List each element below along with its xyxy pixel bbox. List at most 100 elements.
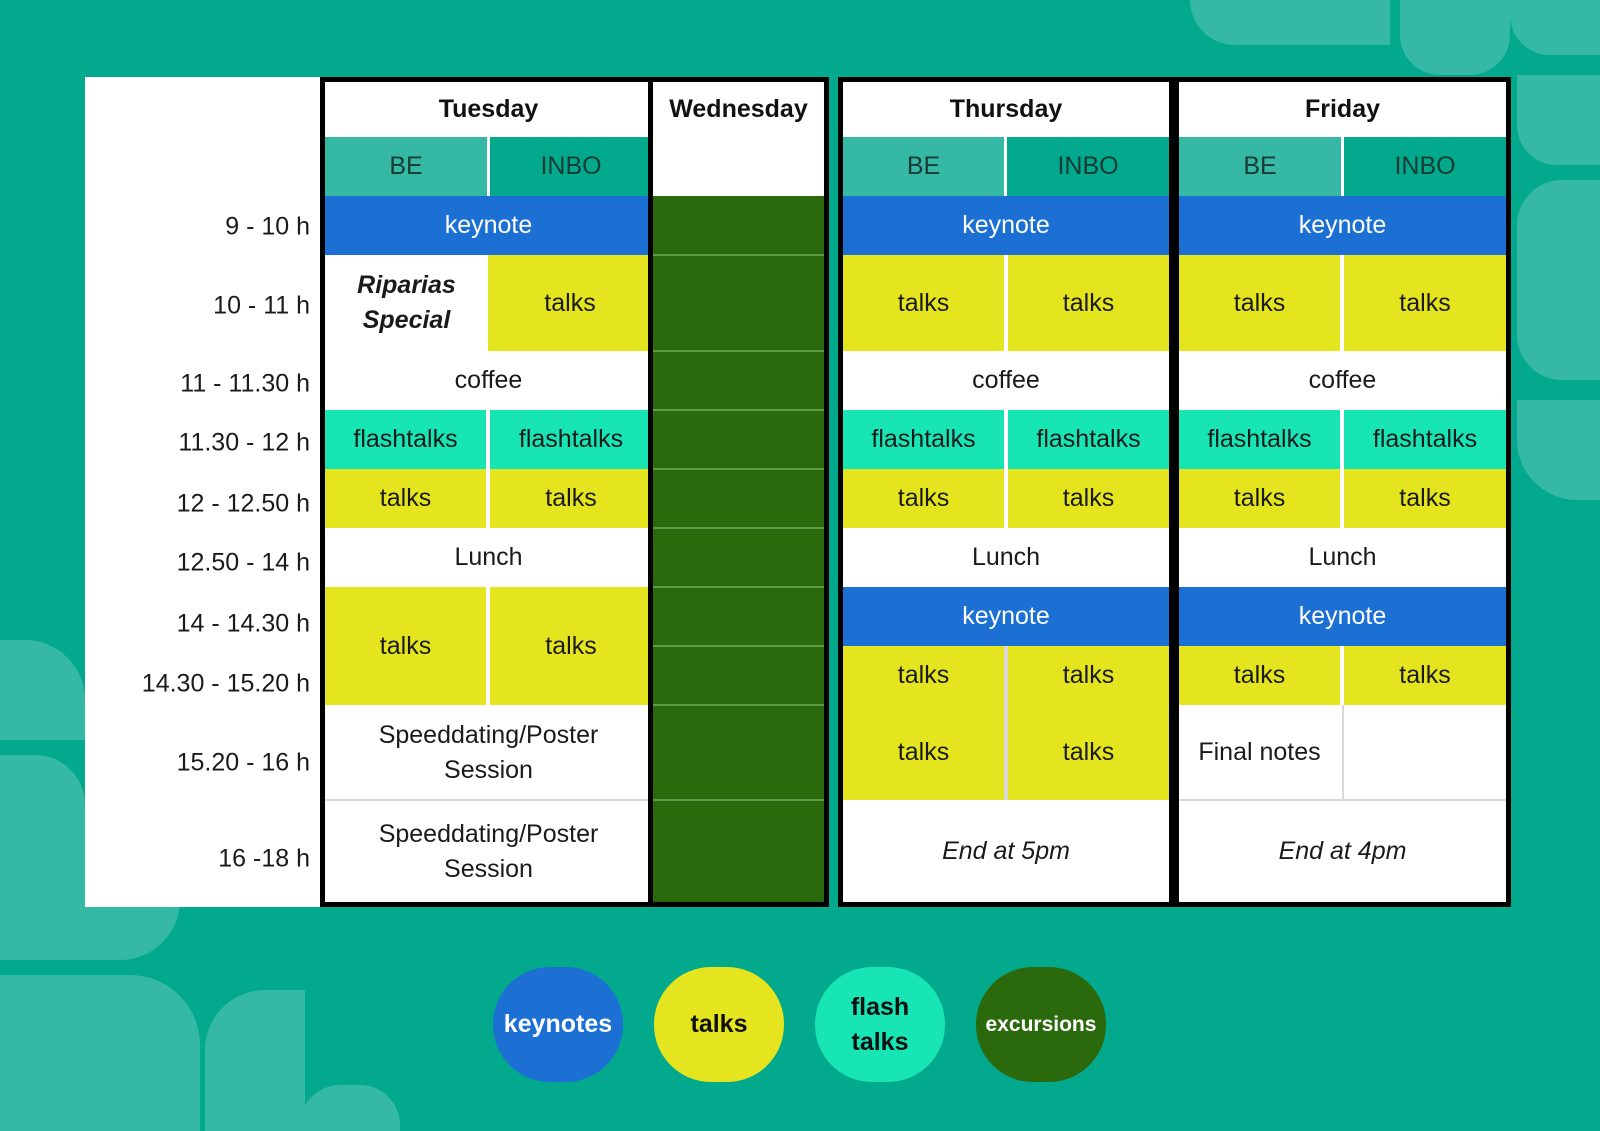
coffee-slot: coffee	[325, 351, 652, 410]
lunch-slot: Lunch	[325, 528, 652, 587]
time-label: 9 - 10 h	[225, 212, 310, 241]
legend-line: flash	[850, 992, 910, 1021]
poster-line: Speeddating/Poster	[378, 720, 599, 749]
poster-line: Session	[444, 755, 533, 784]
day-column-thursday: Thursday BE INBO keynote talks talks cof…	[838, 77, 1174, 907]
row-divider	[653, 645, 824, 647]
row-divider	[653, 586, 824, 588]
sub-header-be: BE	[325, 137, 487, 196]
day-header: Tuesday	[325, 82, 652, 137]
legend-talks: talks	[654, 967, 784, 1082]
flashtalks-slot: flashtalks	[843, 410, 1004, 469]
time-label: 15.20 - 16 h	[176, 748, 310, 777]
talks-slot: talks	[325, 469, 486, 528]
time-label: 12.50 - 14 h	[176, 548, 310, 577]
talks-slot: talks	[1344, 469, 1506, 528]
lunch-slot: Lunch	[1179, 528, 1506, 587]
flashtalks-slot: flashtalks	[490, 410, 652, 469]
decor-shape	[1517, 75, 1600, 165]
sub-header-be: BE	[843, 137, 1004, 196]
legend-keynotes: keynotes	[493, 967, 623, 1082]
talks-slot: talks	[1179, 646, 1340, 705]
coffee-slot: coffee	[843, 351, 1169, 410]
decor-shape	[1517, 180, 1600, 380]
keynote-slot: keynote	[843, 587, 1169, 646]
sub-header-inbo: INBO	[490, 137, 652, 196]
talks-slot: talks	[490, 469, 652, 528]
row-divider	[653, 254, 824, 256]
schedule-table: 9 - 10 h 10 - 11 h 11 - 11.30 h 11.30 - …	[85, 77, 1517, 907]
flashtalks-slot: flashtalks	[1179, 410, 1340, 469]
riparias-special-slot: Riparias Special	[325, 255, 488, 351]
decor-shape	[1190, 0, 1390, 45]
decor-shape	[1510, 0, 1600, 55]
keynote-slot: keynote	[843, 196, 1169, 255]
day-column-friday: Friday BE INBO keynote talks talks coffe…	[1174, 77, 1511, 907]
end-note: End at 4pm	[1179, 801, 1506, 902]
poster-line: Session	[444, 854, 533, 883]
poster-session-slot: Speeddating/Poster Session	[325, 801, 652, 902]
time-label: 16 -18 h	[218, 844, 310, 873]
talks-slot: talks	[1008, 646, 1169, 705]
time-label: 14.30 - 15.20 h	[141, 669, 310, 698]
decor-shape	[0, 900, 180, 960]
row-divider	[653, 799, 824, 801]
sub-header-inbo: INBO	[1344, 137, 1506, 196]
decor-shape	[0, 975, 200, 1131]
legend-line: talks	[851, 1027, 909, 1056]
empty-slot	[1342, 705, 1506, 800]
day-column-tuesday: Tuesday BE INBO keynote Riparias Special…	[320, 77, 657, 907]
flashtalks-slot: flashtalks	[1008, 410, 1169, 469]
talks-slot: talks	[1179, 469, 1340, 528]
flashtalks-slot: flashtalks	[325, 410, 486, 469]
legend-flash-talks: flash talks	[815, 967, 945, 1082]
talks-slot: talks	[843, 469, 1004, 528]
row-divider	[653, 468, 824, 470]
coffee-slot: coffee	[1179, 351, 1506, 410]
decor-shape	[205, 990, 305, 1131]
day-column-wednesday: Wednesday	[648, 77, 829, 907]
talks-slot: talks	[843, 705, 1004, 800]
time-label: 11.30 - 12 h	[178, 428, 310, 457]
time-label: 12 - 12.50 h	[176, 489, 310, 518]
row-divider	[325, 799, 652, 801]
lunch-slot: Lunch	[843, 528, 1169, 587]
row-divider	[1179, 799, 1506, 801]
flashtalks-slot: flashtalks	[1344, 410, 1506, 469]
decor-shape	[1517, 400, 1600, 500]
decor-shape	[0, 640, 85, 740]
time-label: 10 - 11 h	[213, 291, 310, 320]
talks-slot: talks	[1008, 705, 1169, 800]
talks-slot: talks	[843, 646, 1004, 705]
day-header: Thursday	[843, 82, 1169, 137]
talks-slot: talks	[488, 255, 652, 351]
poster-session-slot: Speeddating/Poster Session	[325, 705, 652, 800]
talks-slot: talks	[843, 255, 1004, 351]
legend-excursions: excursions	[976, 967, 1106, 1082]
row-divider	[653, 527, 824, 529]
talks-slot: talks	[1008, 255, 1169, 351]
final-notes-slot: Final notes	[1179, 705, 1340, 800]
poster-line: Speeddating/Poster	[378, 819, 599, 848]
day-header: Friday	[1179, 82, 1506, 137]
decor-shape	[1400, 0, 1510, 75]
talks-slot: talks	[1179, 255, 1340, 351]
talks-slot: talks	[1344, 255, 1506, 351]
row-divider	[653, 704, 824, 706]
day-header: Wednesday	[653, 82, 824, 137]
talks-slot: talks	[1008, 469, 1169, 528]
keynote-slot: keynote	[325, 196, 652, 255]
time-column: 9 - 10 h 10 - 11 h 11 - 11.30 h 11.30 - …	[85, 77, 320, 907]
talks-slot: talks	[490, 587, 652, 705]
row-divider	[653, 350, 824, 352]
keynote-slot: keynote	[1179, 587, 1506, 646]
sub-header-be: BE	[1179, 137, 1341, 196]
end-note: End at 5pm	[843, 800, 1169, 902]
talks-slot: talks	[1344, 646, 1506, 705]
time-label: 11 - 11.30 h	[180, 369, 310, 398]
column-divider	[1004, 646, 1008, 800]
talks-slot: talks	[325, 587, 486, 705]
keynote-slot: keynote	[1179, 196, 1506, 255]
sub-header-empty	[653, 137, 824, 196]
sub-header-inbo: INBO	[1007, 137, 1169, 196]
